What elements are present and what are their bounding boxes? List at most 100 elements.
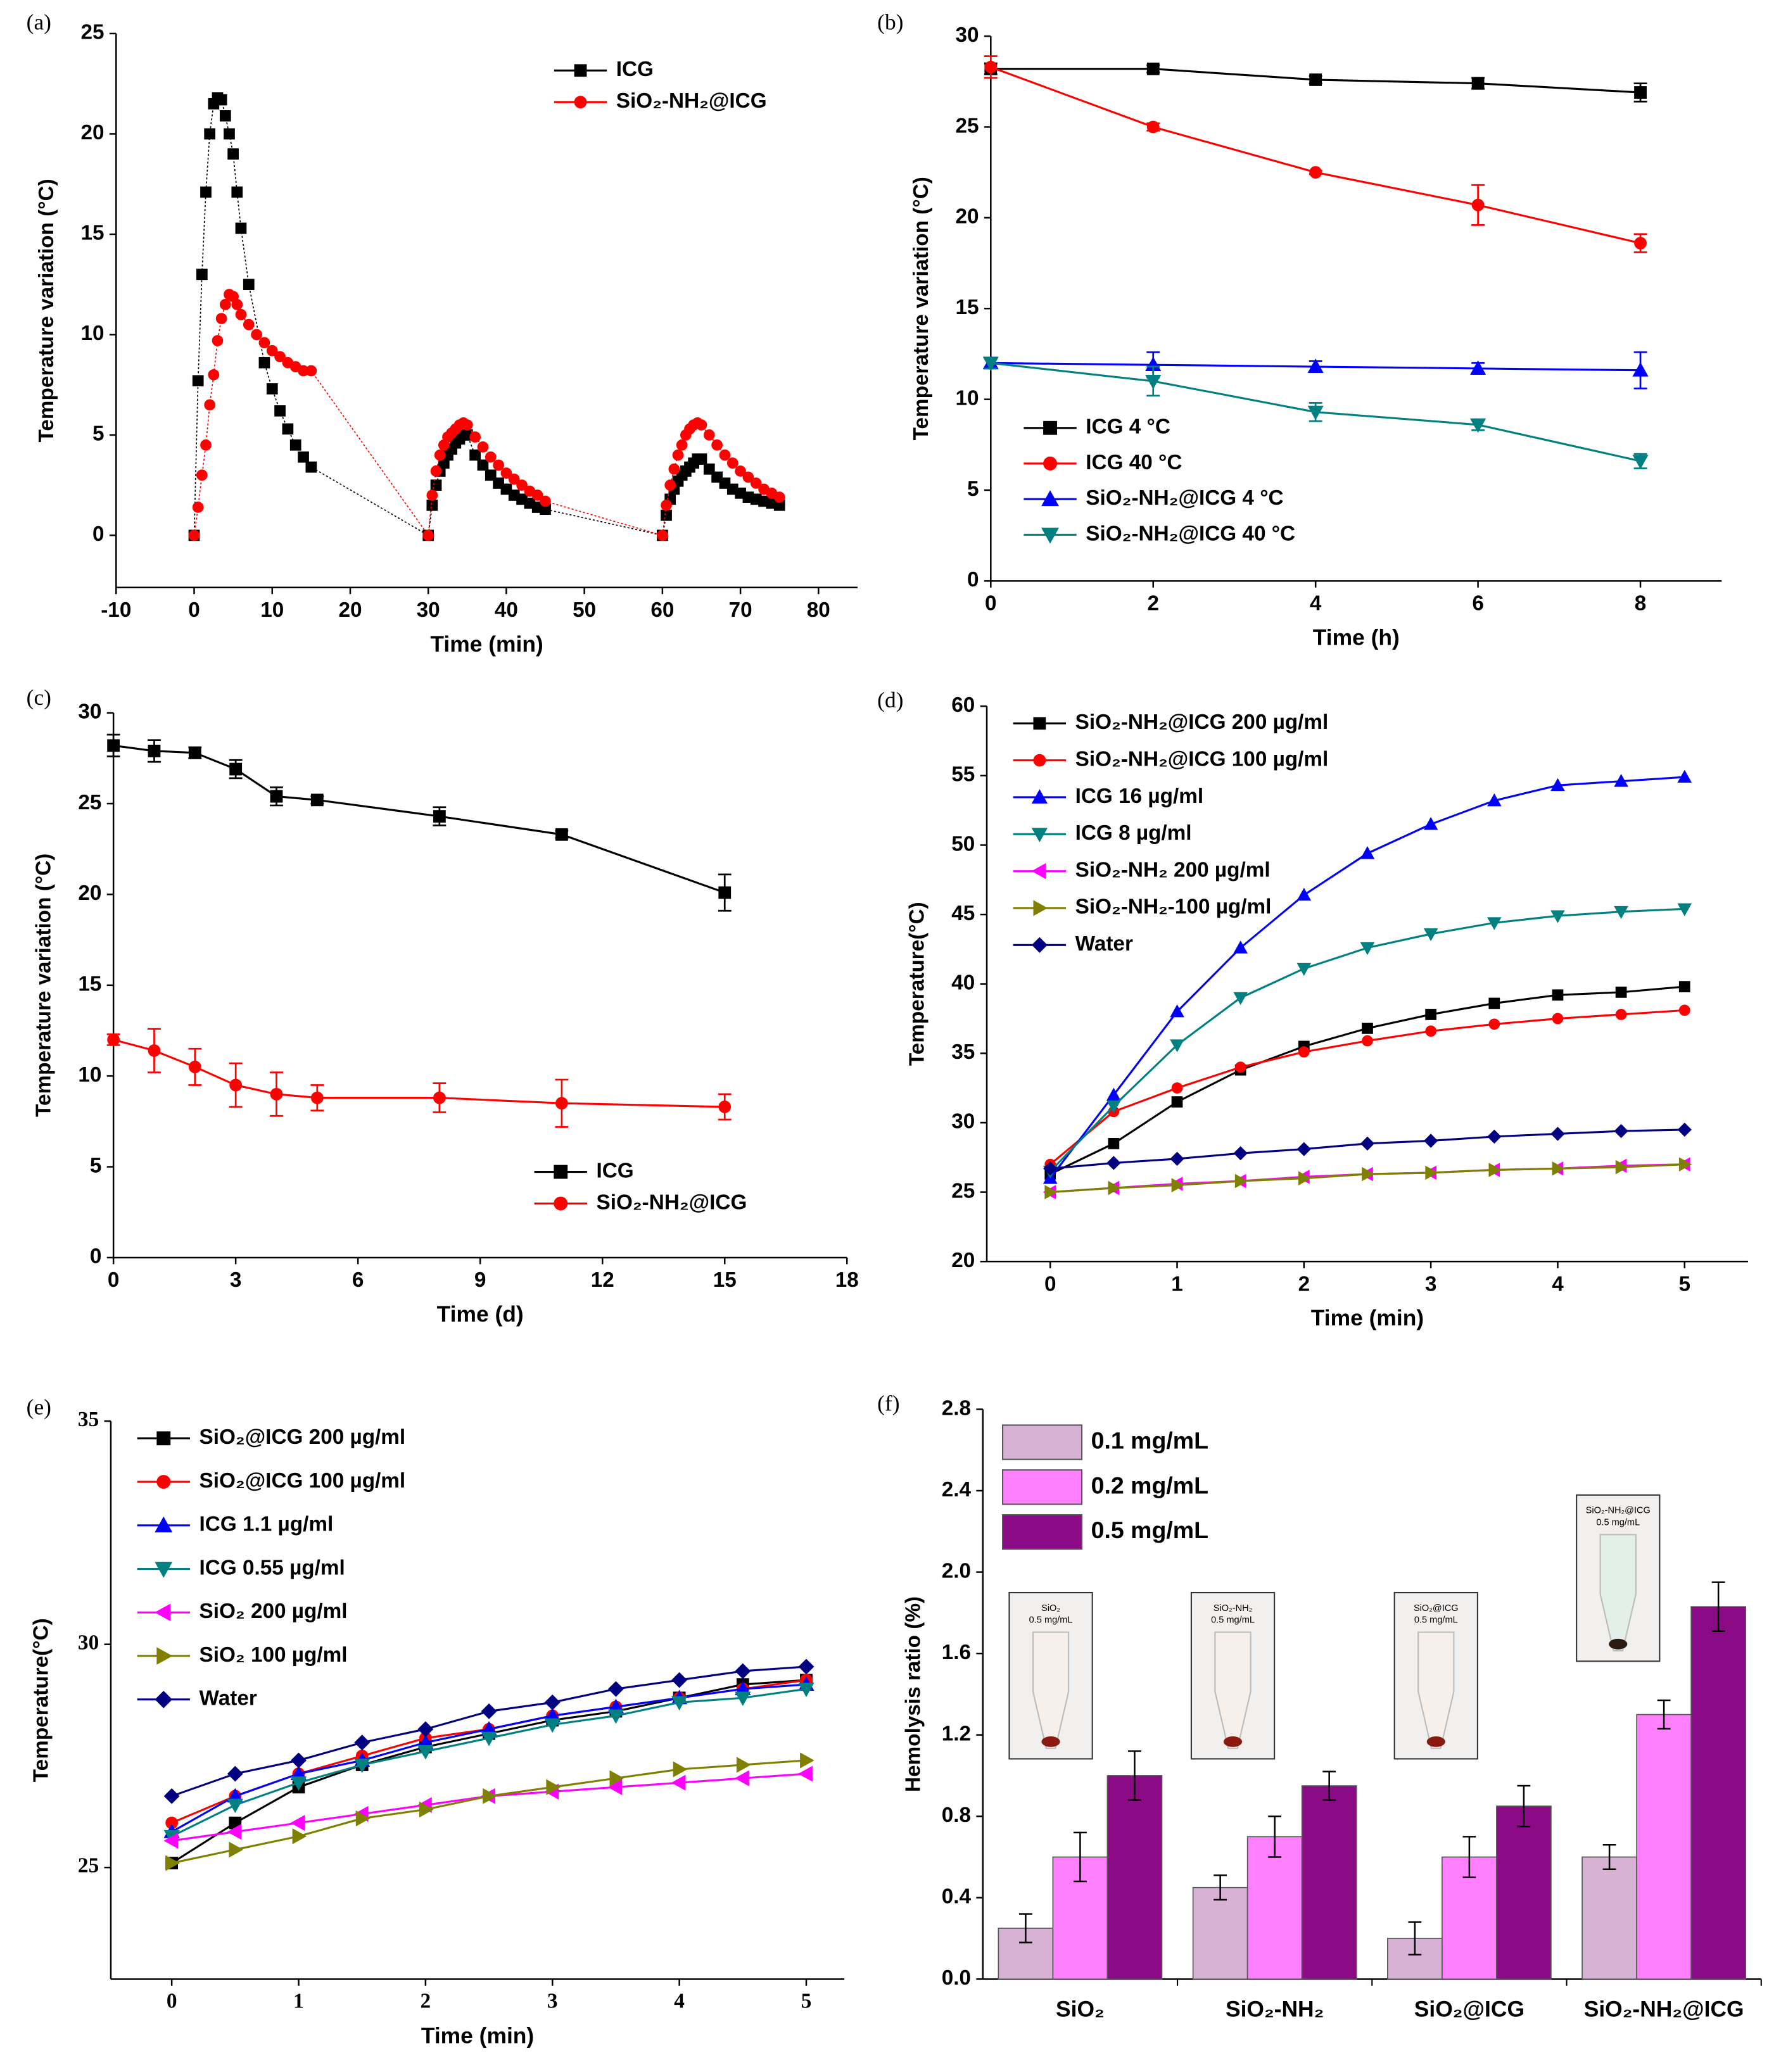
- marker: [192, 502, 204, 513]
- marker: [1470, 418, 1486, 433]
- marker: [1362, 1166, 1375, 1182]
- legend-label: ICG 4 °C: [1086, 415, 1170, 439]
- legend-marker: [1033, 900, 1048, 916]
- x-tick-label: 3: [230, 1268, 242, 1292]
- marker: [516, 479, 528, 491]
- marker: [1106, 1156, 1121, 1170]
- marker: [1488, 1163, 1502, 1177]
- marker: [107, 739, 120, 752]
- marker: [148, 1044, 161, 1057]
- y-tick-label: 20: [955, 205, 979, 229]
- marker: [1487, 917, 1502, 930]
- marker: [544, 1694, 561, 1710]
- x-tick-label: 3: [547, 1989, 558, 2012]
- y-tick-label: 35: [951, 1040, 975, 1064]
- y-tick-label: 10: [80, 322, 104, 345]
- marker: [672, 449, 684, 461]
- marker: [1233, 940, 1248, 954]
- marker: [735, 1770, 749, 1786]
- inset-conc: 0.5 mg/mL: [1211, 1615, 1255, 1626]
- panel-label: (e): [27, 1394, 51, 1420]
- y-tick-label: 60: [951, 693, 975, 717]
- pellet: [1041, 1736, 1060, 1747]
- panel-label: (d): [877, 687, 903, 712]
- marker: [163, 1788, 180, 1804]
- legend-label: ICG: [616, 58, 654, 81]
- marker: [1678, 1157, 1692, 1172]
- x-tick-label: SiO₂: [1056, 1997, 1105, 2022]
- marker: [1360, 942, 1375, 956]
- tube: [1599, 1534, 1637, 1652]
- x-tick-label: SiO₂-NH₂: [1226, 1997, 1324, 2022]
- marker: [673, 1761, 688, 1778]
- x-tick-label: 9: [474, 1268, 486, 1292]
- marker: [434, 449, 446, 461]
- marker: [661, 499, 672, 511]
- y-tick-label: 50: [951, 832, 975, 856]
- marker: [607, 1779, 623, 1795]
- marker: [719, 449, 731, 461]
- legend-label: Water: [200, 1687, 257, 1710]
- bar: [1301, 1785, 1357, 1980]
- series-line: [990, 66, 1641, 244]
- series-line: [113, 1039, 725, 1108]
- error-bar: [1408, 1921, 1422, 1956]
- x-axis-label: Time (min): [1311, 1305, 1424, 1330]
- marker: [229, 1841, 244, 1858]
- y-tick-label: 35: [78, 1408, 99, 1431]
- marker: [305, 461, 317, 473]
- marker: [1552, 1161, 1565, 1176]
- y-tick-label: 30: [78, 1631, 99, 1654]
- marker: [417, 1745, 434, 1760]
- marker: [982, 357, 999, 372]
- legend-marker: [156, 1431, 171, 1446]
- legend-marker: [1043, 457, 1057, 471]
- y-tick-label: 5: [967, 477, 979, 501]
- marker: [1298, 1171, 1312, 1185]
- marker: [430, 465, 442, 477]
- legend-marker: [554, 1165, 568, 1179]
- y-tick-label: 25: [80, 21, 104, 44]
- marker: [163, 1833, 179, 1849]
- marker: [1425, 1025, 1436, 1037]
- y-tick-label: 10: [955, 386, 979, 410]
- x-tick-label: 3: [1425, 1272, 1437, 1296]
- panel-label: (a): [27, 9, 51, 34]
- panel-label: (c): [27, 685, 51, 710]
- marker: [192, 375, 204, 387]
- marker: [695, 453, 707, 465]
- y-tick-label: 15: [78, 973, 101, 996]
- marker: [208, 369, 220, 381]
- marker: [227, 1766, 243, 1782]
- marker: [1425, 1009, 1436, 1020]
- marker: [1471, 198, 1485, 212]
- y-tick-label: 0: [967, 568, 979, 591]
- bar: [1246, 1836, 1303, 1980]
- marker: [461, 419, 473, 431]
- x-tick-label: 18: [835, 1268, 859, 1292]
- x-tick-label: SiO₂-NH₂@ICG: [1584, 1997, 1744, 2022]
- y-tick-label: 1.2: [942, 1722, 971, 1745]
- marker: [212, 335, 224, 346]
- series-line: [171, 1772, 807, 1842]
- legend-marker: [156, 1647, 173, 1665]
- marker: [227, 1798, 243, 1814]
- marker: [493, 459, 504, 471]
- x-tick-label: 15: [713, 1268, 737, 1292]
- pellet: [1223, 1736, 1243, 1747]
- legend-label: SiO₂-NH₂ 200 µg/ml: [1075, 858, 1271, 881]
- marker: [355, 1810, 371, 1827]
- pellet: [1609, 1638, 1628, 1650]
- marker: [1307, 405, 1324, 420]
- marker: [235, 222, 247, 234]
- marker: [148, 744, 161, 757]
- marker: [1106, 1100, 1121, 1114]
- marker: [292, 1828, 307, 1845]
- marker: [555, 828, 568, 841]
- bar: [1581, 1856, 1637, 1980]
- marker: [1550, 778, 1565, 792]
- x-axis-label: Time (d): [437, 1301, 524, 1327]
- y-tick-label: 45: [951, 902, 975, 925]
- error-bar: [1657, 1699, 1671, 1730]
- x-tick-label: 0: [985, 592, 997, 616]
